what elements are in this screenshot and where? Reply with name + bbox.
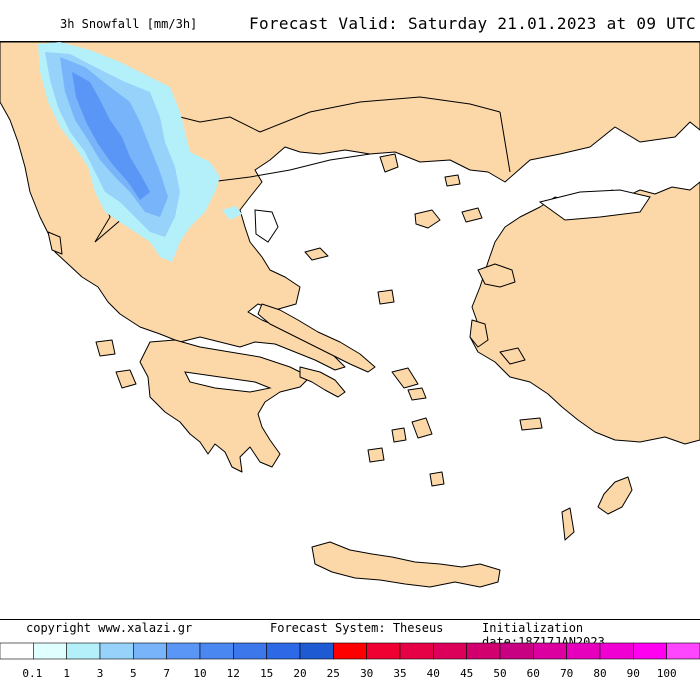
color-scale-tick-label: 80 [593, 667, 607, 680]
color-scale-tick-label: 1 [63, 667, 70, 680]
land-lemnos [414, 209, 441, 229]
color-swatch [599, 642, 634, 660]
color-swatch [533, 642, 567, 660]
land-peloponnese [139, 339, 311, 473]
land-kefalonia [95, 339, 116, 357]
color-scale-tick-label: 3 [96, 667, 104, 680]
color-scale-tick-label: 70 [560, 667, 574, 680]
color-scale-tick-label: 45 [460, 667, 474, 680]
color-swatch [0, 642, 34, 660]
color-scale-tick-label: 0.1 [22, 667, 43, 680]
land-attica [299, 366, 346, 398]
land-thira [429, 471, 445, 487]
border-turkey [499, 111, 511, 173]
color-swatch [399, 642, 434, 660]
land-paros [391, 427, 407, 443]
color-swatch [466, 642, 501, 660]
color-swatch [199, 642, 234, 660]
color-swatch [566, 642, 601, 660]
color-scale-tick-label: 90 [626, 667, 640, 680]
color-scale-tick-label: 15 [260, 667, 274, 680]
snowfall-map [0, 41, 700, 620]
land-skyros [377, 289, 395, 305]
land-zakynthos [115, 369, 137, 389]
gulf-thermaic [254, 209, 279, 243]
land-samothrace [444, 174, 461, 187]
snowfall-field [38, 42, 242, 262]
land-chios [469, 319, 489, 348]
land-samos [499, 347, 526, 365]
color-swatch [366, 642, 401, 660]
land-andros [391, 367, 419, 389]
color-scale-tick-label: 12 [226, 667, 240, 680]
forecast-system-text: Forecast System: Theseus [270, 621, 444, 635]
land-euboea [257, 303, 376, 373]
color-swatch [33, 642, 67, 660]
variable-label: 3h Snowfall [mm/3h] [60, 17, 198, 31]
map-header: 3h Snowfall [mm/3h] Forecast Valid: Satu… [0, 0, 700, 40]
color-scale-tick-label: 5 [129, 667, 137, 680]
color-scale-tick-label: 50 [493, 667, 507, 680]
map-footer: copyright www.xalazi.gr Forecast System:… [0, 618, 700, 649]
map-canvas [0, 42, 700, 619]
land-milos [367, 447, 385, 463]
color-swatch [433, 642, 467, 660]
color-scale-tick-label: 40 [426, 667, 440, 680]
color-swatch [266, 642, 301, 660]
color-scale-bar [0, 642, 700, 660]
color-swatch [99, 642, 134, 660]
forecast-valid-title: Forecast Valid: Saturday 21.01.2023 at 0… [249, 14, 696, 33]
color-swatch [133, 642, 167, 660]
color-scale-tick-label: 30 [360, 667, 374, 680]
land-tinos [407, 387, 427, 401]
land-naxos [411, 417, 433, 439]
color-swatch [233, 642, 267, 660]
color-scale-swatches [0, 642, 700, 660]
color-swatch [333, 642, 367, 660]
color-swatch [166, 642, 201, 660]
color-scale-tick-label: 10 [193, 667, 207, 680]
land-rhodes [597, 476, 633, 515]
color-scale-ticks: 0.1 1 3 5 7 10 12 15 20 25 30 35 40 45 50 60 70 80 90 100 [0, 664, 700, 684]
land-karpathos [561, 507, 575, 541]
color-swatch [499, 642, 534, 660]
land-lesvos [477, 263, 516, 288]
color-scale-tick-label: 35 [393, 667, 407, 680]
color-scale-tick-label: 60 [526, 667, 540, 680]
land-sporades [304, 247, 329, 261]
color-swatch [299, 642, 334, 660]
border-bulgaria [259, 96, 501, 133]
gulf-corinth [184, 371, 272, 393]
color-swatch [66, 642, 101, 660]
marmara-sea [538, 189, 651, 221]
land-thasos [379, 153, 399, 173]
color-scale-tick-label: 100 [656, 667, 677, 680]
land-crete [311, 541, 501, 588]
land-imbros [461, 207, 483, 223]
sea-inlets [184, 189, 651, 393]
copyright-text: copyright www.xalazi.gr [26, 621, 193, 635]
color-swatch [666, 642, 700, 660]
color-scale-tick-label: 7 [163, 667, 170, 680]
land-corfu [47, 231, 63, 255]
color-swatch [633, 642, 667, 660]
color-scale-tick-label: 20 [293, 667, 307, 680]
color-scale-tick-label: 25 [326, 667, 340, 680]
snow-patch-east [222, 206, 242, 220]
land-kos [519, 417, 543, 431]
snow-max [72, 72, 150, 200]
